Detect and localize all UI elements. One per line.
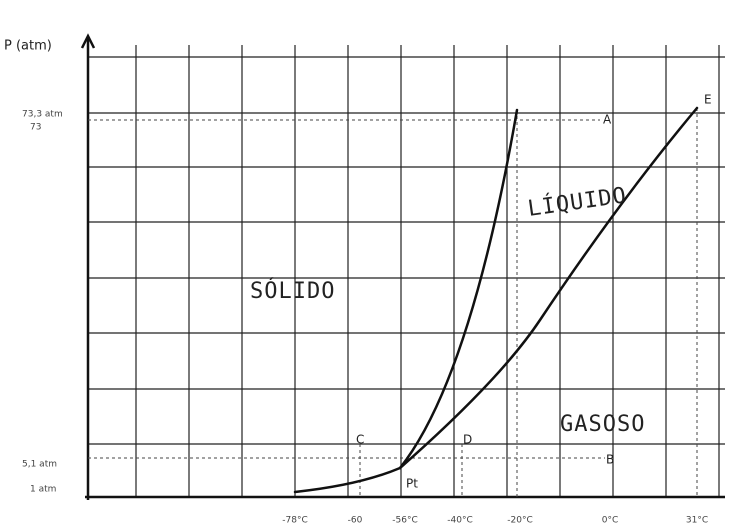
dashed-guides xyxy=(88,108,697,497)
point-label: Pt xyxy=(406,477,418,491)
y-tick-label: 5,1 atm xyxy=(22,460,57,470)
y-tick-label: 73,3 atm xyxy=(22,110,63,120)
x-tick-label: -20°C xyxy=(507,516,532,526)
phase-diagram: P (atm) 73,3 atm 73 5,1 atm 1 atm -78°C … xyxy=(0,0,731,529)
y-tick-label: 1 atm xyxy=(30,485,56,495)
y-axis-label: P (atm) xyxy=(4,39,52,54)
x-tick-label: -78°C xyxy=(282,516,307,526)
point-label: B xyxy=(606,453,614,467)
x-tick-label: -40°C xyxy=(447,516,472,526)
y-tick-label: 73 xyxy=(30,123,41,133)
point-label: C xyxy=(356,433,364,447)
x-tick-label: -60 xyxy=(348,516,363,526)
x-tick-label: -56°C xyxy=(392,516,417,526)
x-tick-label: 0°C xyxy=(602,516,619,526)
region-label: GASOSO xyxy=(560,412,645,437)
region-label: SÓLIDO xyxy=(250,278,335,304)
point-label: D xyxy=(463,433,472,447)
point-label: A xyxy=(603,113,612,127)
point-label: E xyxy=(704,93,712,107)
x-tick-label: 31°C xyxy=(686,516,708,526)
